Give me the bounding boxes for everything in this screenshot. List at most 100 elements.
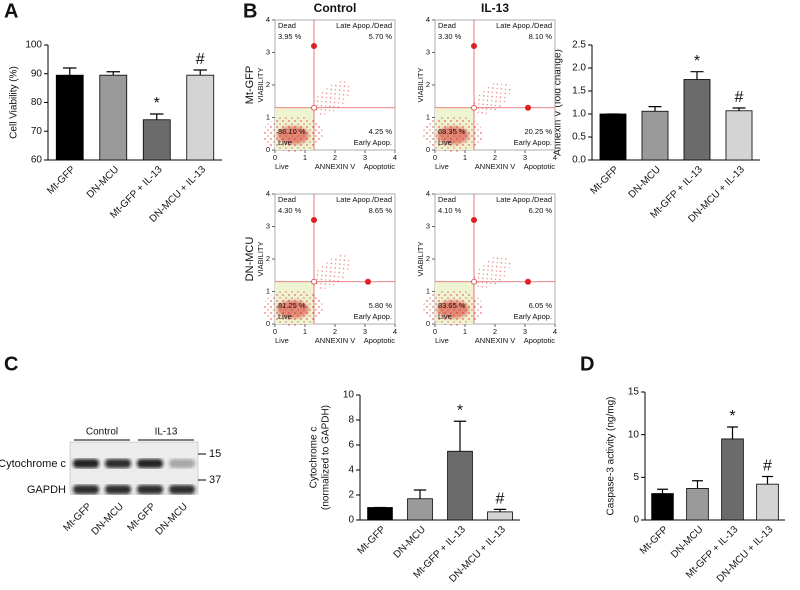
significance-mark: #: [496, 491, 505, 508]
x-tick-label: 4: [393, 153, 397, 162]
cell-core: [437, 300, 469, 319]
quadrant-percent: 83.65 %: [438, 301, 466, 310]
x-right-label: Apoptotic: [364, 336, 396, 345]
x-tick-label: 0: [433, 327, 437, 336]
y-tick-label: 70: [31, 126, 43, 137]
error-bar: [453, 420, 467, 452]
group-label: Control: [86, 427, 118, 438]
x-right-label: Apoptotic: [524, 336, 556, 345]
x-tick-label: 2: [493, 153, 497, 162]
quadrant-percent: 81.25 %: [278, 301, 306, 310]
x-left-label: Live: [275, 162, 289, 171]
row-label: DN-MCU: [244, 237, 256, 282]
column-title: Control: [314, 1, 357, 15]
x-tick-label: 4: [553, 153, 557, 162]
panel-label: A: [4, 0, 18, 22]
y-axis-label: VIABILITY: [416, 67, 425, 102]
gate-handle: [365, 278, 371, 285]
row-label: Mt-GFP: [244, 66, 256, 105]
panel-label: B: [243, 0, 257, 22]
x-tick-label: 0: [433, 153, 437, 162]
y-axis-label: VIABILITY: [256, 241, 265, 276]
lane-label: DN-MCU: [154, 501, 190, 537]
panel-label: D: [580, 353, 594, 375]
quadrant-label: Early Apop.: [354, 312, 392, 321]
x-tick-label: 2: [493, 327, 497, 336]
y-tick-label: 1: [426, 286, 430, 295]
gate-handle: [471, 43, 477, 49]
bar: [651, 493, 674, 521]
y-tick-label: 3: [426, 47, 430, 56]
y-tick-label: 2.5: [572, 40, 586, 51]
significance-mark: #: [196, 51, 205, 68]
y-tick-label: 10: [343, 390, 355, 401]
y-tick-label: 2.0: [572, 63, 586, 74]
x-tick-label: 1: [303, 327, 307, 336]
error-bar: [150, 113, 164, 120]
y-tick-label: 4: [426, 189, 430, 198]
blot-band: [137, 459, 163, 468]
panel-label: C: [4, 353, 18, 375]
cell-core: [277, 300, 309, 319]
x-left-label: Live: [435, 336, 449, 345]
y-tick-label: 0: [266, 145, 270, 154]
blot-band: [105, 485, 131, 494]
x-tick-label: 3: [363, 327, 367, 336]
bar: [55, 74, 84, 161]
y-tick-label: 90: [31, 68, 43, 79]
gate-center: [311, 278, 317, 285]
bar: [99, 74, 128, 161]
y-axis-label: Caspase-3 activity (ng/mg): [606, 397, 617, 516]
marker-label: 15: [209, 448, 221, 460]
quadrant-label: Early Apop.: [514, 138, 552, 147]
x-tick-label: 3: [523, 153, 527, 162]
x-axis-label: ANNEXIN V: [315, 336, 355, 345]
y-tick-label: 0: [426, 145, 430, 154]
y-tick-label: 0: [266, 319, 270, 328]
blot-band: [169, 485, 195, 494]
cell-core: [277, 126, 309, 145]
y-tick-label: 4: [266, 189, 270, 198]
quadrant-label: Late Apop./Dead: [336, 195, 392, 204]
x-left-label: Live: [275, 336, 289, 345]
quadrant-percent: 4.30 %: [278, 206, 302, 215]
quadrant-label: Dead: [438, 195, 456, 204]
bar: [599, 113, 627, 161]
quadrant-percent: 86.10 %: [278, 127, 306, 136]
error-bar: [727, 426, 738, 439]
bar: [721, 438, 744, 521]
significance-mark: #: [763, 458, 772, 475]
y-tick-label: 5: [633, 472, 639, 483]
y-tick-label: 6: [348, 440, 354, 451]
x-tick-label: DN-MCU: [669, 524, 705, 560]
column-title: IL-13: [481, 1, 509, 15]
x-right-label: Apoptotic: [524, 162, 556, 171]
quadrant-percent: 4.10 %: [438, 206, 462, 215]
quadrant-label: Dead: [278, 195, 296, 204]
x-tick-label: 1: [463, 327, 467, 336]
x-tick-label: 2: [333, 327, 337, 336]
x-axis-label: ANNEXIN V: [475, 336, 515, 345]
y-tick-label: 2: [426, 80, 430, 89]
error-bar: [413, 489, 427, 499]
bar: [447, 450, 473, 521]
gate-center: [311, 104, 317, 111]
x-tick-label: 1: [303, 153, 307, 162]
y-tick-label: 15: [628, 387, 640, 398]
cell-tail: [473, 81, 511, 115]
bar: [142, 119, 171, 161]
error-bar: [63, 67, 77, 76]
quadrant-percent: 20.25 %: [524, 127, 552, 136]
significance-mark: *: [154, 95, 160, 112]
y-tick-label: 0: [426, 319, 430, 328]
y-tick-label: 0: [633, 515, 639, 526]
cell-tail: [313, 81, 351, 115]
y-tick-label: 4: [426, 15, 430, 24]
bar: [683, 79, 711, 161]
x-tick-label: DN-MCU: [627, 164, 663, 200]
quadrant-percent: 68.35 %: [438, 127, 466, 136]
error-bar: [762, 475, 773, 485]
x-axis-label: ANNEXIN V: [315, 162, 355, 171]
bar: [686, 488, 709, 521]
y-axis-label: VIABILITY: [416, 241, 425, 276]
